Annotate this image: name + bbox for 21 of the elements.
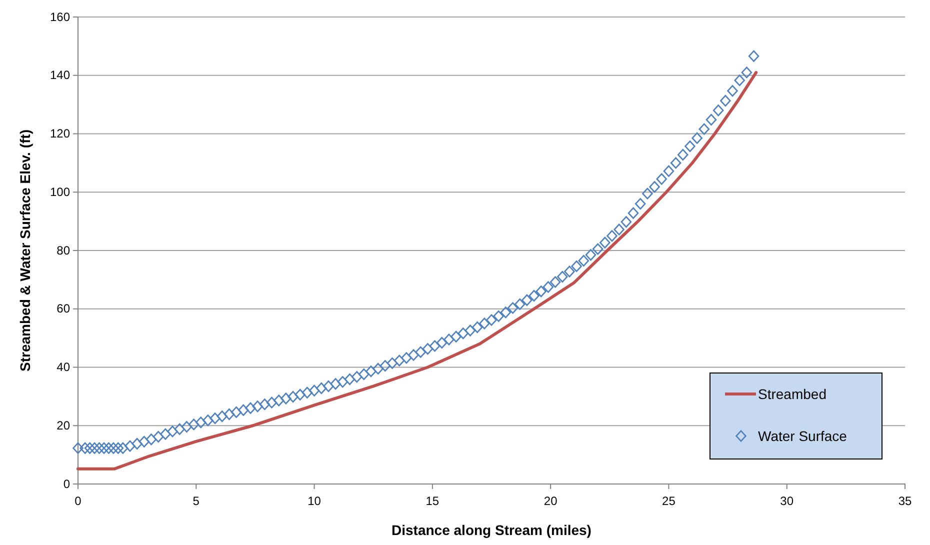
legend-label: Water Surface bbox=[758, 428, 848, 444]
y-tick-label: 160 bbox=[50, 10, 70, 24]
y-axis-title: Streambed & Water Surface Elev. (ft) bbox=[17, 130, 33, 372]
x-tick-label: 30 bbox=[780, 494, 794, 508]
x-tick-label: 20 bbox=[544, 494, 558, 508]
x-tick-label: 5 bbox=[192, 494, 200, 508]
y-tick-label: 60 bbox=[56, 302, 70, 316]
legend-label: Streambed bbox=[758, 386, 826, 402]
x-tick-label: 25 bbox=[662, 494, 676, 508]
x-tick-label: 10 bbox=[308, 494, 322, 508]
x-axis-title: Distance along Stream (miles) bbox=[392, 522, 592, 538]
y-tick-label: 80 bbox=[56, 243, 70, 258]
y-tick-label: 0 bbox=[63, 476, 70, 491]
y-tick-label: 20 bbox=[56, 418, 70, 432]
x-tick-label: 35 bbox=[898, 494, 912, 508]
y-tick-label: 140 bbox=[50, 68, 70, 82]
y-tick-label: 120 bbox=[50, 126, 70, 141]
x-tick-label: 0 bbox=[74, 494, 82, 508]
x-tick-label: 15 bbox=[426, 494, 440, 508]
y-tick-label: 100 bbox=[50, 184, 70, 199]
y-tick-label: 40 bbox=[56, 360, 70, 374]
